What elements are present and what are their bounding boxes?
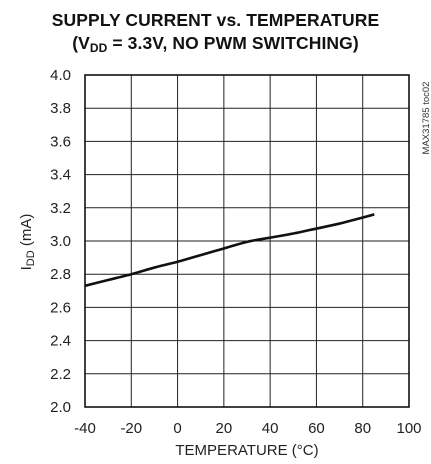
x-axis-label: TEMPERATURE (°C) [175, 442, 318, 459]
y-tick-label: 3.6 [50, 133, 71, 150]
y-tick-label: 3.2 [50, 200, 71, 217]
y-tick-label: 2.8 [50, 266, 71, 283]
title-prefix: (V [72, 33, 90, 53]
y-tick-label: 2.2 [50, 366, 71, 383]
y-tick-label: 2.0 [50, 399, 71, 416]
y-tick-label: 2.4 [50, 333, 71, 350]
y-axis-label-main: I [18, 266, 35, 270]
y-tick-label: 2.6 [50, 299, 71, 316]
series-lines [84, 213, 375, 288]
y-axis-label-suffix: (mA) [18, 214, 35, 251]
plot-frame [84, 74, 410, 408]
chart-title-line-2: (VDD = 3.3V, NO PWM SWITCHING) [0, 33, 431, 55]
figure-code-label: MAX31785 toc02 [421, 82, 431, 155]
x-tick-label: 40 [262, 420, 279, 437]
y-tick-label: 3.0 [50, 233, 71, 250]
y-tick-label: 4.0 [50, 67, 71, 84]
x-tick-label: 20 [216, 420, 233, 437]
y-axis-label: IDD (mA) [18, 214, 37, 271]
x-tick-label: 80 [354, 420, 371, 437]
x-tick-label: 60 [308, 420, 325, 437]
tick-labels: -40 -20 0 20 40 60 80 100 2.0 2.2 2.4 2.6 2.8 3.0 3.2 3… [50, 67, 421, 437]
x-tick-label: 0 [173, 420, 181, 437]
supply-current-line [84, 213, 375, 288]
y-tick-label: 3.4 [50, 167, 71, 184]
title-suffix: = 3.3V, NO PWM SWITCHING) [107, 33, 359, 53]
x-tick-label: -20 [120, 420, 142, 437]
x-tick-label: -40 [74, 420, 96, 437]
title-subscript: DD [89, 41, 108, 55]
y-tick-label: 3.8 [50, 100, 71, 117]
y-axis-label-sub: DD [25, 250, 37, 266]
x-tick-label: 100 [396, 420, 421, 437]
chart-title-line-1: SUPPLY CURRENT vs. TEMPERATURE [51, 10, 380, 30]
